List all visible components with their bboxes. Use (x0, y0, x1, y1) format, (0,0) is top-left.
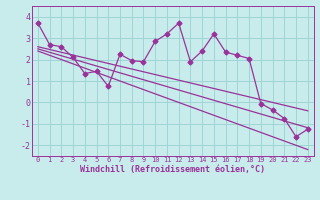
X-axis label: Windchill (Refroidissement éolien,°C): Windchill (Refroidissement éolien,°C) (80, 165, 265, 174)
